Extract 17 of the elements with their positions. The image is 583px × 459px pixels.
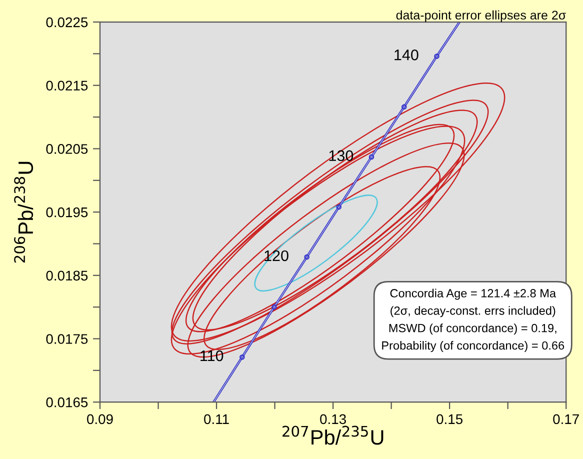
x-tick-label: 0.11 xyxy=(204,414,229,424)
x-tick-label: 0.17 xyxy=(553,414,579,424)
y-tick-label: 0.0215 xyxy=(46,80,88,91)
text: data-point error ellipses are 2σ xyxy=(396,10,566,22)
y-tick-label: 0.0225 xyxy=(46,17,88,28)
x-tick-label: 0.13 xyxy=(320,414,346,424)
y-tick-label: 0.0165 xyxy=(46,397,88,408)
x-axis-title: $^{207}$Pb/$^{235}$U xyxy=(282,426,384,445)
annotation: 140 xyxy=(394,50,418,60)
y-tick-label: 0.0205 xyxy=(46,144,88,154)
y-tick-label: 0.0175 xyxy=(46,334,88,344)
y-tick-label: 0.0185 xyxy=(46,270,88,281)
y-axis-title: $^{206}$Pb/$^{238}$U xyxy=(14,162,34,263)
annotation: Concordia Age = 121.4 ±2.8 Ma (2σ, decay-const. errs included) MSWD (of concordance) = 0.19, Probability (of concordance) = 0.66 xyxy=(382,288,564,352)
y-tick-label: 0.0195 xyxy=(46,207,88,218)
x-tick-label: 0.09 xyxy=(87,414,113,424)
x-tick-label: 0.15 xyxy=(436,414,462,424)
